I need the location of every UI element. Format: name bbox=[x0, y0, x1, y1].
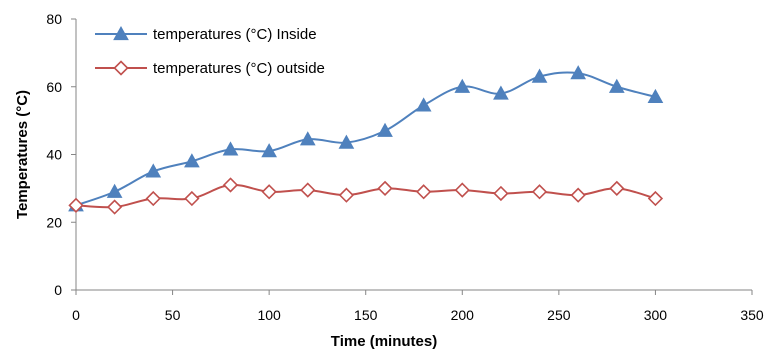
data-point bbox=[300, 182, 316, 198]
data-point bbox=[68, 197, 84, 213]
data-point bbox=[608, 78, 625, 93]
data-point bbox=[570, 187, 586, 203]
data-point bbox=[106, 199, 123, 215]
legend-item: temperatures (°C) Inside bbox=[95, 25, 317, 43]
legend-label: temperatures (°C) outside bbox=[153, 60, 325, 77]
x-tick-label: 100 bbox=[257, 307, 281, 323]
x-axis-title: Time (minutes) bbox=[331, 333, 437, 350]
series-line bbox=[75, 71, 656, 207]
data-point bbox=[416, 184, 432, 200]
data-point bbox=[647, 190, 664, 207]
data-point bbox=[145, 190, 161, 207]
data-point bbox=[647, 88, 664, 104]
data-point bbox=[454, 78, 471, 93]
data-point bbox=[377, 122, 393, 137]
data-point bbox=[609, 180, 625, 197]
x-tick-label: 0 bbox=[72, 307, 80, 323]
data-point bbox=[222, 141, 239, 156]
data-point bbox=[338, 134, 355, 149]
data-point bbox=[106, 183, 123, 198]
legend-label: temperatures (°C) Inside bbox=[153, 26, 317, 43]
y-tick-label: 80 bbox=[46, 11, 62, 27]
y-tick-label: 20 bbox=[46, 214, 62, 230]
series-line bbox=[75, 183, 656, 209]
x-tick-label: 250 bbox=[547, 307, 571, 323]
x-tick-label: 200 bbox=[451, 307, 475, 323]
data-point bbox=[454, 182, 470, 198]
data-point bbox=[377, 180, 393, 197]
y-tick-label: 0 bbox=[54, 282, 62, 298]
data-point bbox=[338, 187, 355, 203]
data-point bbox=[415, 97, 432, 112]
data-point bbox=[222, 177, 239, 193]
legend-item: temperatures (°C) outside bbox=[95, 60, 325, 77]
y-tick-label: 40 bbox=[46, 147, 62, 163]
legend-marker bbox=[113, 25, 129, 41]
y-tick-label: 60 bbox=[46, 79, 62, 95]
data-point bbox=[184, 190, 200, 207]
x-tick-label: 300 bbox=[644, 307, 668, 323]
data-point bbox=[493, 85, 509, 100]
data-point bbox=[145, 163, 162, 178]
legend: temperatures (°C) Inside temperatures (°C… bbox=[95, 25, 325, 77]
data-point bbox=[493, 185, 509, 202]
axes: 0 50 100 150 200 250 300 350 0 20 40 60 80 bbox=[46, 11, 763, 323]
x-tick-label: 150 bbox=[354, 307, 378, 323]
x-tick-label: 50 bbox=[165, 307, 181, 323]
y-axis-title: Temperatures (°C) bbox=[14, 90, 31, 219]
series-outside bbox=[68, 177, 664, 215]
x-tick-label: 350 bbox=[740, 307, 764, 323]
data-point bbox=[261, 143, 277, 158]
series-inside bbox=[68, 65, 664, 212]
series-layer bbox=[68, 65, 664, 215]
data-point bbox=[531, 184, 548, 200]
data-point bbox=[299, 131, 316, 146]
data-point bbox=[531, 68, 548, 83]
legend-marker bbox=[113, 60, 129, 76]
data-point bbox=[570, 65, 587, 80]
data-point bbox=[184, 153, 200, 168]
data-point bbox=[261, 184, 277, 200]
